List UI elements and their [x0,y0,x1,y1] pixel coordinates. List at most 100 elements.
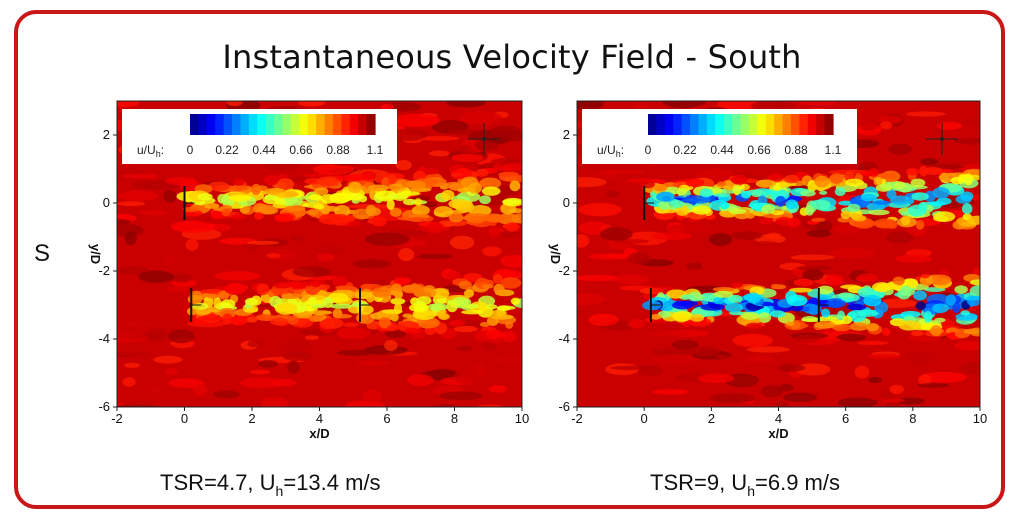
y-tick-label: -6 [558,399,570,414]
wake-patch [313,187,329,196]
wake-patch [681,198,702,203]
wake-patch [246,316,258,323]
x-tick-label: -2 [571,411,583,426]
wake-patch [924,166,943,176]
wake-patch [856,273,878,283]
freestream-patch [868,376,883,384]
wake-patch [771,189,790,201]
wake-patch [218,290,230,300]
wake-patch [825,274,844,286]
caption-left-main: TSR=4.7, U [160,470,276,495]
wake-patch [230,315,248,326]
colorbar-swatch [324,114,334,135]
colorbar-tick-label: 0.22 [215,143,239,157]
freestream-patch [600,227,633,241]
caption-left-rest: =13.4 m/s [283,470,381,495]
wake-patch [305,209,319,216]
colorbar-swatch [824,114,834,135]
wake-patch [801,317,824,322]
freestream-patch [227,218,263,229]
freestream-patch [292,266,332,278]
wake-patch [810,199,831,210]
freestream-patch [429,150,450,157]
wake-patch [227,185,250,191]
wake-patch [921,273,930,279]
freestream-patch [247,240,280,245]
freestream-patch [666,224,713,234]
wake-patch [856,309,879,317]
wake-patch [191,302,209,310]
freestream-patch [423,201,438,208]
x-tick-label: -2 [111,411,123,426]
wake-patch [261,206,279,215]
freestream-patch [651,389,690,395]
wake-patch [691,205,712,215]
wake-patch [814,175,830,188]
freestream-patch [117,224,144,237]
wake-patch [955,312,978,321]
wake-patch [308,296,317,308]
colorbar-swatch [782,114,792,135]
freestream-patch [651,354,699,366]
wake-patch [320,317,344,329]
wake-patch [481,284,494,289]
caption-left-sub: h [275,483,284,499]
wake-patch [308,315,321,323]
y-tick-label: -4 [98,331,110,346]
freestream-patch [837,397,878,407]
freestream-patch [185,238,199,251]
freestream-patch [266,253,281,259]
freestream-patch [247,340,263,348]
x-tick-label: 4 [316,411,323,426]
freestream-patch [697,373,735,384]
freestream-patch [577,293,605,306]
freestream-patch [162,255,176,266]
wake-patch [872,282,892,293]
freestream-patch [168,378,204,388]
wake-patch [849,322,869,331]
wake-patch [345,192,364,201]
colorbar-swatch [790,114,800,135]
colorbar-label-tail: : [621,143,624,157]
freestream-patch [919,371,967,383]
freestream-patch [960,362,980,375]
wake-patch [817,285,834,295]
wake-patch [844,171,855,182]
wake-patch [207,181,230,192]
freestream-patch [352,259,391,269]
freestream-patch [170,220,216,233]
wake-patch [685,178,705,188]
wake-patch [681,294,695,299]
wake-patch [936,197,952,205]
wake-patch [787,217,801,228]
wake-patch [426,222,445,233]
wake-patch [313,204,325,210]
wake-patch [274,302,298,315]
wake-patch [345,174,369,181]
caption-right: TSR=9, Uh=6.9 m/s [650,470,840,499]
colorbar-swatch [341,114,351,135]
wake-patch [713,193,731,198]
wake-patch [356,304,374,315]
freestream-patch [715,354,728,359]
freestream-patch [145,328,168,342]
wake-patch [502,197,522,207]
wake-patch [923,311,933,323]
freestream-patch [761,385,784,398]
wake-patch [892,276,905,286]
wake-patch [438,313,450,321]
colorbar-label: u/Uh: [137,143,164,159]
wake-patch [254,212,264,220]
freestream-patch [686,262,703,270]
freestream-patch [258,360,279,368]
wake-patch [333,205,351,217]
freestream-patch [312,163,355,175]
wake-patch [493,163,503,172]
freestream-patch [459,110,502,125]
wake-patch [898,320,921,331]
wake-patch [868,167,879,177]
freestream-patch [885,231,914,244]
wake-patch [504,222,520,232]
freestream-patch [889,384,904,395]
freestream-patch [878,115,903,124]
